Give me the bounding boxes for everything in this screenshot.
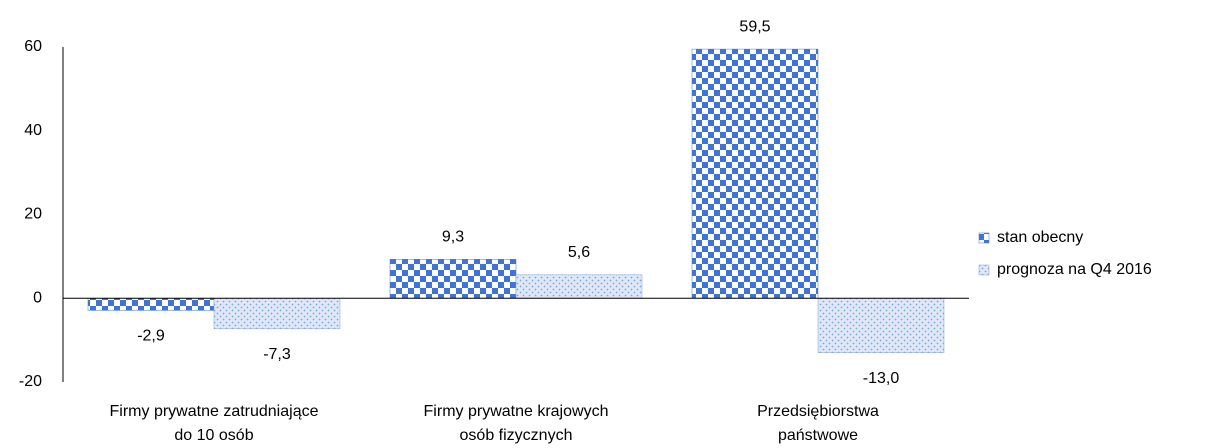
value-label: -7,3 — [263, 346, 291, 363]
legend-swatch — [978, 264, 990, 276]
x-tick-label: osób fizycznych — [460, 427, 573, 444]
bar — [691, 48, 819, 299]
value-label: 59,5 — [739, 18, 770, 35]
y-tick-label: -20 — [19, 373, 42, 390]
legend-label: stan obecny — [997, 229, 1083, 246]
y-tick-label: 0 — [33, 289, 42, 306]
value-label: 9,3 — [442, 229, 464, 246]
value-label: 5,6 — [568, 244, 590, 261]
bar — [515, 274, 643, 299]
bar — [87, 298, 215, 311]
legend-swatch — [978, 232, 990, 244]
bar — [817, 298, 945, 353]
value-label: -2,9 — [137, 328, 165, 345]
y-tick-label: 40 — [24, 122, 42, 139]
legend-label: prognoza na Q4 2016 — [997, 261, 1152, 278]
y-tick-label: 60 — [24, 38, 42, 55]
x-tick-label: do 10 osób — [174, 427, 253, 444]
y-tick-label: 20 — [24, 206, 42, 223]
x-tick-label: Firmy prywatne zatrudniające — [110, 403, 319, 420]
x-tick-label: Przedsiębiorstwa — [757, 403, 879, 420]
bar — [389, 259, 517, 299]
bar — [213, 298, 341, 330]
x-tick-label: państwowe — [778, 427, 858, 444]
value-label: -13,0 — [863, 370, 900, 387]
x-tick-label: Firmy prywatne krajowych — [424, 403, 609, 420]
